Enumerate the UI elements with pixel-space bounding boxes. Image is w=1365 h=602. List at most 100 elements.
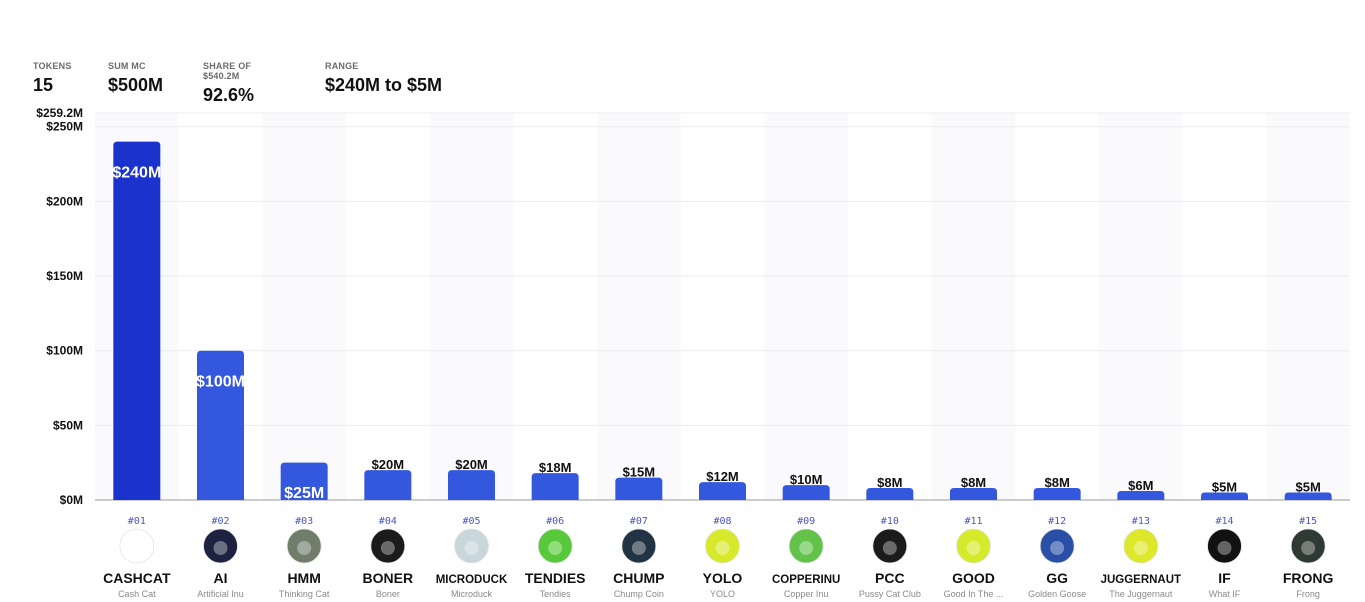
avatar-circle — [956, 528, 991, 564]
nugget-icon — [537, 528, 573, 564]
rank-label: #11 — [964, 516, 982, 527]
avatar-circle — [454, 528, 489, 564]
bar-value-label: $10M — [790, 472, 823, 487]
bar-value-label: $20M — [372, 457, 405, 472]
column-shade — [1266, 113, 1350, 500]
rank-label: #08 — [713, 516, 731, 527]
rank-label: #07 — [630, 516, 648, 527]
token-symbol: COPPERINU — [772, 574, 840, 586]
rank-label: #14 — [1215, 516, 1233, 527]
token-symbol: AI — [214, 570, 228, 586]
bar-value-label: $25M — [284, 485, 324, 502]
avatar-detail — [799, 541, 814, 555]
token-symbol: YOLO — [703, 570, 743, 586]
stat-value: 92.6% — [203, 85, 255, 105]
token-name: Frong — [1296, 589, 1320, 599]
avatar-detail — [715, 541, 730, 555]
column-shade — [931, 113, 1016, 500]
token-name: Tendies — [540, 589, 572, 599]
stat-sum-mc: SUM MC $500M — [108, 61, 163, 96]
avatar-circle — [1290, 528, 1326, 564]
bar-boner — [364, 470, 412, 500]
dog-face-icon — [956, 528, 991, 564]
token-name: Thinking Cat — [279, 589, 330, 599]
avatar-detail — [380, 541, 395, 555]
bar-if — [1201, 492, 1248, 500]
bar-cashcat — [113, 141, 161, 500]
boner-character-icon — [370, 528, 406, 564]
rank-label: #10 — [881, 516, 899, 527]
bar-tendies — [531, 473, 579, 500]
bar-value-label: $18M — [539, 460, 572, 475]
avatar-detail — [129, 541, 144, 555]
rank-label: #03 — [295, 516, 313, 527]
token-symbol: CHUMP — [613, 570, 664, 586]
token-symbol: CASHCAT — [103, 570, 171, 586]
column-shade — [1099, 113, 1183, 500]
cat-icon — [119, 528, 155, 564]
bar-value-label: $6M — [1128, 478, 1153, 493]
bar-good — [950, 488, 997, 500]
avatar-circle — [1207, 528, 1242, 564]
avatar-circle — [1039, 528, 1075, 564]
stat-value: $500M — [108, 75, 164, 95]
avatar-detail — [548, 541, 563, 555]
rank-label: #12 — [1048, 516, 1066, 527]
avatar-circle — [788, 528, 824, 564]
rank-label: #05 — [462, 516, 480, 527]
avatar-circle — [203, 528, 238, 564]
stat-value: 15 — [33, 75, 54, 95]
stat-label: SUM MC — [108, 61, 146, 71]
yolo-logo-icon — [705, 528, 740, 564]
column-shade — [764, 113, 848, 500]
avatar-detail — [1133, 541, 1148, 555]
copper-dog-icon — [788, 528, 824, 564]
y-tick-label: $150M — [46, 269, 83, 283]
rank-label: #01 — [128, 516, 146, 527]
bar-value-label: $240M — [112, 165, 161, 182]
avatar-detail — [297, 541, 312, 555]
y-tick-label: $0M — [60, 493, 83, 507]
bar-value-label: $15M — [623, 465, 656, 480]
y-tick-label: $200M — [46, 194, 83, 208]
bar-chump — [615, 477, 663, 500]
avatar-circle — [705, 528, 740, 564]
rank-label: #04 — [379, 516, 397, 527]
avatar-detail — [631, 541, 646, 555]
avatar-detail — [882, 541, 897, 555]
token-symbol: PCC — [875, 570, 905, 586]
rank-label: #06 — [546, 516, 564, 527]
token-symbol: HMM — [287, 570, 320, 586]
bar-value-label: $20M — [455, 457, 488, 472]
bar-frong — [1284, 492, 1332, 500]
token-name: Artificial Inu — [197, 589, 244, 599]
avatar-detail — [966, 541, 981, 555]
avatar-detail — [1050, 541, 1065, 555]
bar-value-label: $12M — [706, 469, 739, 484]
duck-icon — [454, 528, 489, 564]
token-name: What IF — [1209, 589, 1241, 599]
avatar-circle — [1123, 528, 1159, 564]
column-shade — [429, 113, 514, 500]
avatar-detail — [464, 541, 479, 555]
dog-astronaut-icon — [203, 528, 238, 564]
column-shade — [597, 113, 681, 500]
frog-silhouette-icon — [1207, 528, 1242, 564]
token-symbol: GOOD — [952, 570, 995, 586]
rank-label: #13 — [1132, 516, 1150, 527]
token-name: Boner — [376, 589, 400, 599]
avatar-circle — [537, 528, 573, 564]
bar-value-label: $8M — [877, 475, 902, 490]
frog-icon — [1290, 528, 1326, 564]
token-symbol: BONER — [363, 570, 414, 586]
token-name: Microduck — [451, 589, 493, 599]
y-tick-label: $50M — [53, 418, 83, 432]
avatar-detail — [1217, 541, 1232, 555]
avatar-circle — [872, 528, 908, 564]
avatar-detail — [213, 541, 228, 555]
cat-club-icon — [872, 528, 908, 564]
bar-value-label: $5M — [1296, 480, 1321, 495]
token-symbol: FRONG — [1283, 570, 1334, 586]
token-symbol: JUGGERNAUT — [1101, 574, 1182, 586]
token-name: Pussy Cat Club — [859, 589, 921, 599]
